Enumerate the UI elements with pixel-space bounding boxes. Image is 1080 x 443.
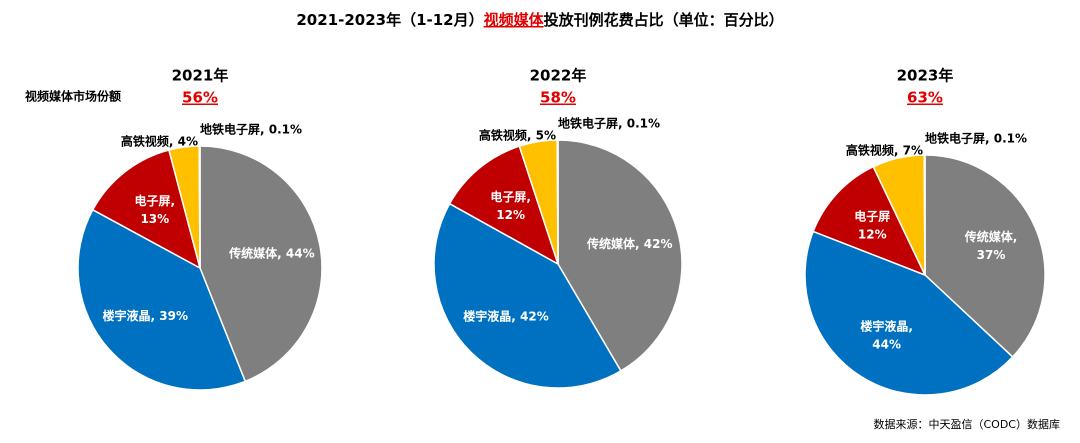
pie-share: 63%: [907, 89, 943, 107]
slice-label: 12%: [858, 227, 887, 241]
pie-slice: [557, 139, 683, 372]
slice-label: 高铁视频, 5%: [479, 128, 556, 143]
slice-label: 高铁视频, 4%: [121, 134, 198, 149]
slice-label: 13%: [140, 212, 169, 226]
pie-slice: [923, 154, 926, 276]
pie-slice: [924, 154, 1046, 359]
pie-slice: [433, 202, 622, 389]
title-part: 投放刊例花费占比（单位：百分比）: [544, 11, 784, 29]
pie-title: 2021年: [172, 67, 229, 85]
pie-slice: [448, 145, 560, 266]
slice-label: 传统媒体, 42%: [586, 236, 672, 251]
source: 数据来源：中天盈信（CODC）数据库: [874, 417, 1061, 431]
slice-label: 电子屏: [854, 208, 890, 223]
slice-label: 地铁电子屏, 0.1%: [925, 131, 1027, 146]
pie-slice: [812, 165, 927, 277]
pie-title: 2022年: [530, 67, 587, 85]
pie-slice: [91, 149, 202, 270]
pie-title: 2023年: [897, 67, 954, 85]
pie-slice: [198, 145, 201, 269]
title-part: 2021-2023年（1-12月）: [296, 11, 483, 29]
pie-share: 58%: [540, 89, 576, 107]
title-highlight: 视频媒体: [484, 11, 545, 29]
slice-label: 高铁视频, 7%: [846, 143, 923, 158]
slice-label: 电子屏,: [135, 193, 176, 208]
side-label: 视频媒体市场份额: [25, 89, 121, 104]
slice-label: 地铁电子屏, 0.1%: [558, 116, 660, 131]
slice-label: 楼宇液晶, 42%: [463, 309, 548, 324]
chart-title: 2021-2023年（1-12月）视频媒体投放刊例花费占比（单位：百分比）: [296, 11, 783, 29]
slice-label: 12%: [496, 208, 525, 222]
pie-slice: [804, 230, 1014, 396]
slice-label: 地铁电子屏, 0.1%: [200, 122, 302, 137]
slice-label: 44%: [872, 337, 901, 351]
slice-label: 传统媒体,: [964, 229, 1018, 244]
slice-label: 楼宇液晶,: [860, 318, 913, 333]
slice-label: 传统媒体, 44%: [228, 246, 314, 261]
pie-slice: [77, 208, 247, 391]
pie-share: 56%: [182, 89, 218, 107]
slice-label: 37%: [977, 248, 1006, 262]
pie-slice: [556, 139, 559, 265]
slice-label: 电子屏,: [490, 189, 531, 204]
pie-slice: [199, 145, 323, 383]
slice-label: 楼宇液晶, 39%: [103, 308, 188, 323]
